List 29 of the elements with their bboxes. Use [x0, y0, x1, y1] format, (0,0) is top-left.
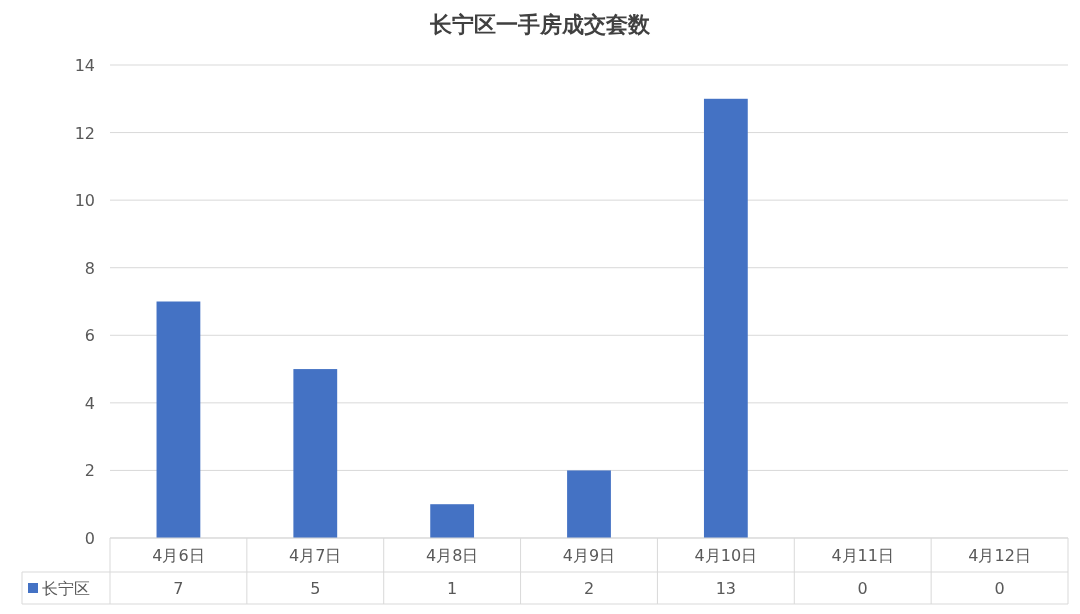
bar: [293, 369, 338, 538]
y-tick-label: 0: [84, 529, 95, 548]
x-tick-label: 4月10日: [694, 546, 758, 565]
y-tick-label: 10: [74, 191, 95, 211]
y-tick-label: 2: [84, 461, 95, 481]
x-tick-label: 4月7日: [289, 546, 342, 565]
data-label: 13: [715, 579, 737, 598]
x-tick-label: 4月6日: [152, 546, 205, 565]
data-label: 2: [583, 579, 595, 598]
data-label: 5: [310, 579, 321, 598]
x-tick-label: 4月8日: [425, 546, 479, 565]
x-tick-label: 4月11日: [831, 546, 894, 565]
data-label: 0: [857, 579, 868, 598]
y-tick-label: 8: [84, 258, 95, 278]
y-tick-label: 6: [84, 326, 95, 346]
x-tick-label: 4月12日: [968, 546, 1031, 565]
y-tick-label: 14: [74, 56, 95, 75]
bar: [156, 301, 201, 538]
data-label: 0: [994, 579, 1005, 598]
y-tick-label: 4: [84, 393, 95, 413]
x-tick-label: 4月9日: [562, 546, 616, 565]
y-tick-label: 12: [74, 123, 95, 143]
legend-label: 长宁区: [42, 579, 90, 598]
data-label: 1: [447, 579, 458, 598]
bar: [703, 98, 748, 538]
bar: [430, 504, 475, 538]
bar: [567, 470, 611, 538]
data-label: 7: [173, 579, 184, 598]
chart-title: 长宁区一手房成交套数: [429, 12, 651, 37]
